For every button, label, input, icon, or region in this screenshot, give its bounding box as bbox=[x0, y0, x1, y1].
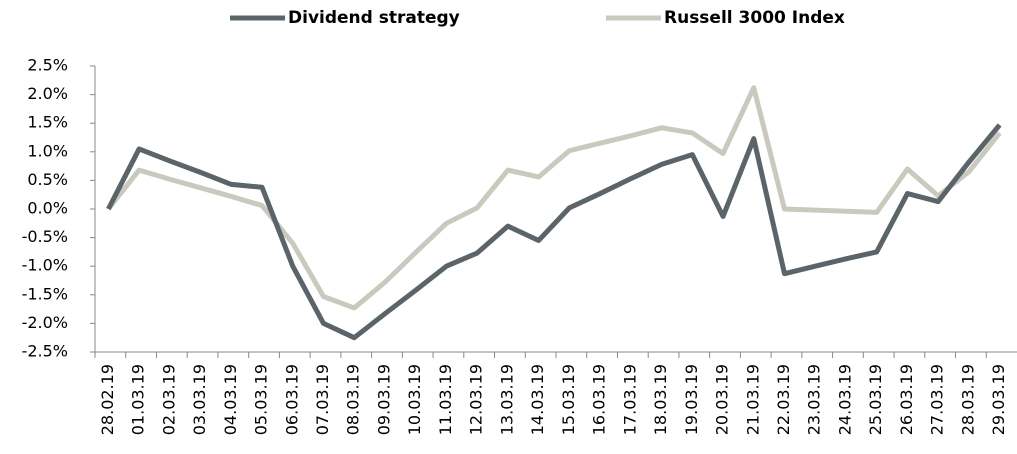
y-tick-label: 2.5% bbox=[27, 56, 68, 75]
y-tick-label: 0.5% bbox=[27, 170, 68, 189]
x-tick-label: 25.03.19 bbox=[866, 364, 885, 435]
x-tick-label: 13.03.19 bbox=[497, 364, 516, 435]
x-tick-label: 11.03.19 bbox=[436, 364, 455, 435]
x-tick-label: 21.03.19 bbox=[743, 364, 762, 435]
x-tick-label: 08.03.19 bbox=[344, 364, 363, 435]
x-tick-label: 01.03.19 bbox=[129, 364, 148, 435]
x-tick-label: 16.03.19 bbox=[590, 364, 609, 435]
y-tick-label: -2.0% bbox=[22, 313, 68, 332]
x-tick-label: 09.03.19 bbox=[374, 364, 393, 435]
x-tick-label: 04.03.19 bbox=[221, 364, 240, 435]
x-tick-label: 17.03.19 bbox=[620, 364, 639, 435]
x-tick-label: 02.03.19 bbox=[159, 364, 178, 435]
y-tick-label: 1.5% bbox=[27, 113, 68, 132]
y-tick-label: -1.0% bbox=[22, 256, 68, 275]
y-tick-label: 1.0% bbox=[27, 141, 68, 160]
x-tick-label: 28.02.19 bbox=[98, 364, 117, 435]
x-tick-label: 05.03.19 bbox=[252, 364, 271, 435]
x-tick-label: 07.03.19 bbox=[313, 364, 332, 435]
x-tick-label: 20.03.19 bbox=[713, 364, 732, 435]
x-tick-label: 22.03.19 bbox=[774, 364, 793, 435]
x-tick-label: 24.03.19 bbox=[835, 364, 854, 435]
x-tick-label: 23.03.19 bbox=[805, 364, 824, 435]
legend-label: Russell 3000 Index bbox=[664, 8, 845, 28]
y-tick-label: -1.5% bbox=[22, 284, 68, 303]
y-tick-label: -2.5% bbox=[22, 342, 68, 361]
x-tick-label: 14.03.19 bbox=[528, 364, 547, 435]
x-tick-label: 10.03.19 bbox=[405, 364, 424, 435]
x-tick-label: 26.03.19 bbox=[897, 364, 916, 435]
x-tick-label: 15.03.19 bbox=[559, 364, 578, 435]
series-line bbox=[106, 123, 1002, 341]
x-tick-label: 28.03.19 bbox=[958, 364, 977, 435]
y-tick-label: 2.0% bbox=[27, 84, 68, 103]
y-tick-label: 0.0% bbox=[27, 199, 68, 218]
x-tick-label: 19.03.19 bbox=[682, 364, 701, 435]
x-tick-label: 03.03.19 bbox=[190, 364, 209, 435]
x-tick-label: 18.03.19 bbox=[651, 364, 670, 435]
x-tick-label: 12.03.19 bbox=[467, 364, 486, 435]
series-line bbox=[106, 85, 1002, 311]
x-tick-label: 29.03.19 bbox=[989, 364, 1008, 435]
x-tick-label: 27.03.19 bbox=[928, 364, 947, 435]
y-tick-label: -0.5% bbox=[22, 227, 68, 246]
x-tick-label: 06.03.19 bbox=[282, 364, 301, 435]
legend-label: Dividend strategy bbox=[288, 8, 460, 28]
